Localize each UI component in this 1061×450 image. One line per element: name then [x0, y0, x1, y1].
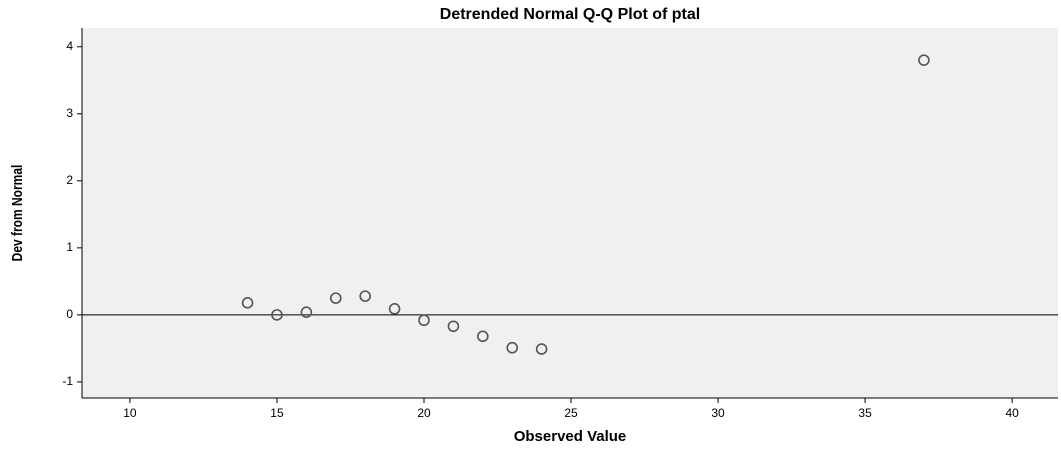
point — [447, 320, 460, 333]
point — [300, 306, 313, 319]
x-tick-label: 35 — [858, 406, 872, 420]
x-tick-label: 40 — [1005, 406, 1019, 420]
point — [418, 314, 430, 327]
x-axis-title: Observed Value — [514, 428, 627, 445]
point — [477, 330, 489, 343]
y-tick-label: -1 — [62, 374, 73, 388]
point — [241, 297, 254, 309]
point — [506, 341, 519, 354]
x-tick-label: 10 — [123, 406, 137, 420]
y-tick-label: 4 — [66, 39, 73, 53]
point — [359, 290, 371, 302]
x-tick-label: 30 — [711, 406, 725, 420]
y-tick-label: 3 — [66, 106, 73, 120]
y-tick-label: 1 — [66, 240, 73, 254]
plot-area — [82, 28, 1058, 398]
point — [918, 54, 930, 66]
point — [388, 303, 401, 315]
x-tick-label: 25 — [564, 406, 578, 420]
point — [271, 309, 283, 321]
y-axis-title: Dev from Normal — [9, 165, 26, 262]
point — [329, 292, 342, 304]
point — [535, 343, 548, 355]
y-tick-label: 2 — [66, 173, 73, 187]
chart-title: Detrended Normal Q-Q Plot of ptal — [440, 6, 700, 23]
x-tick-label: 15 — [270, 406, 284, 420]
y-tick-label: 0 — [66, 307, 73, 321]
x-tick-label: 20 — [417, 406, 431, 420]
